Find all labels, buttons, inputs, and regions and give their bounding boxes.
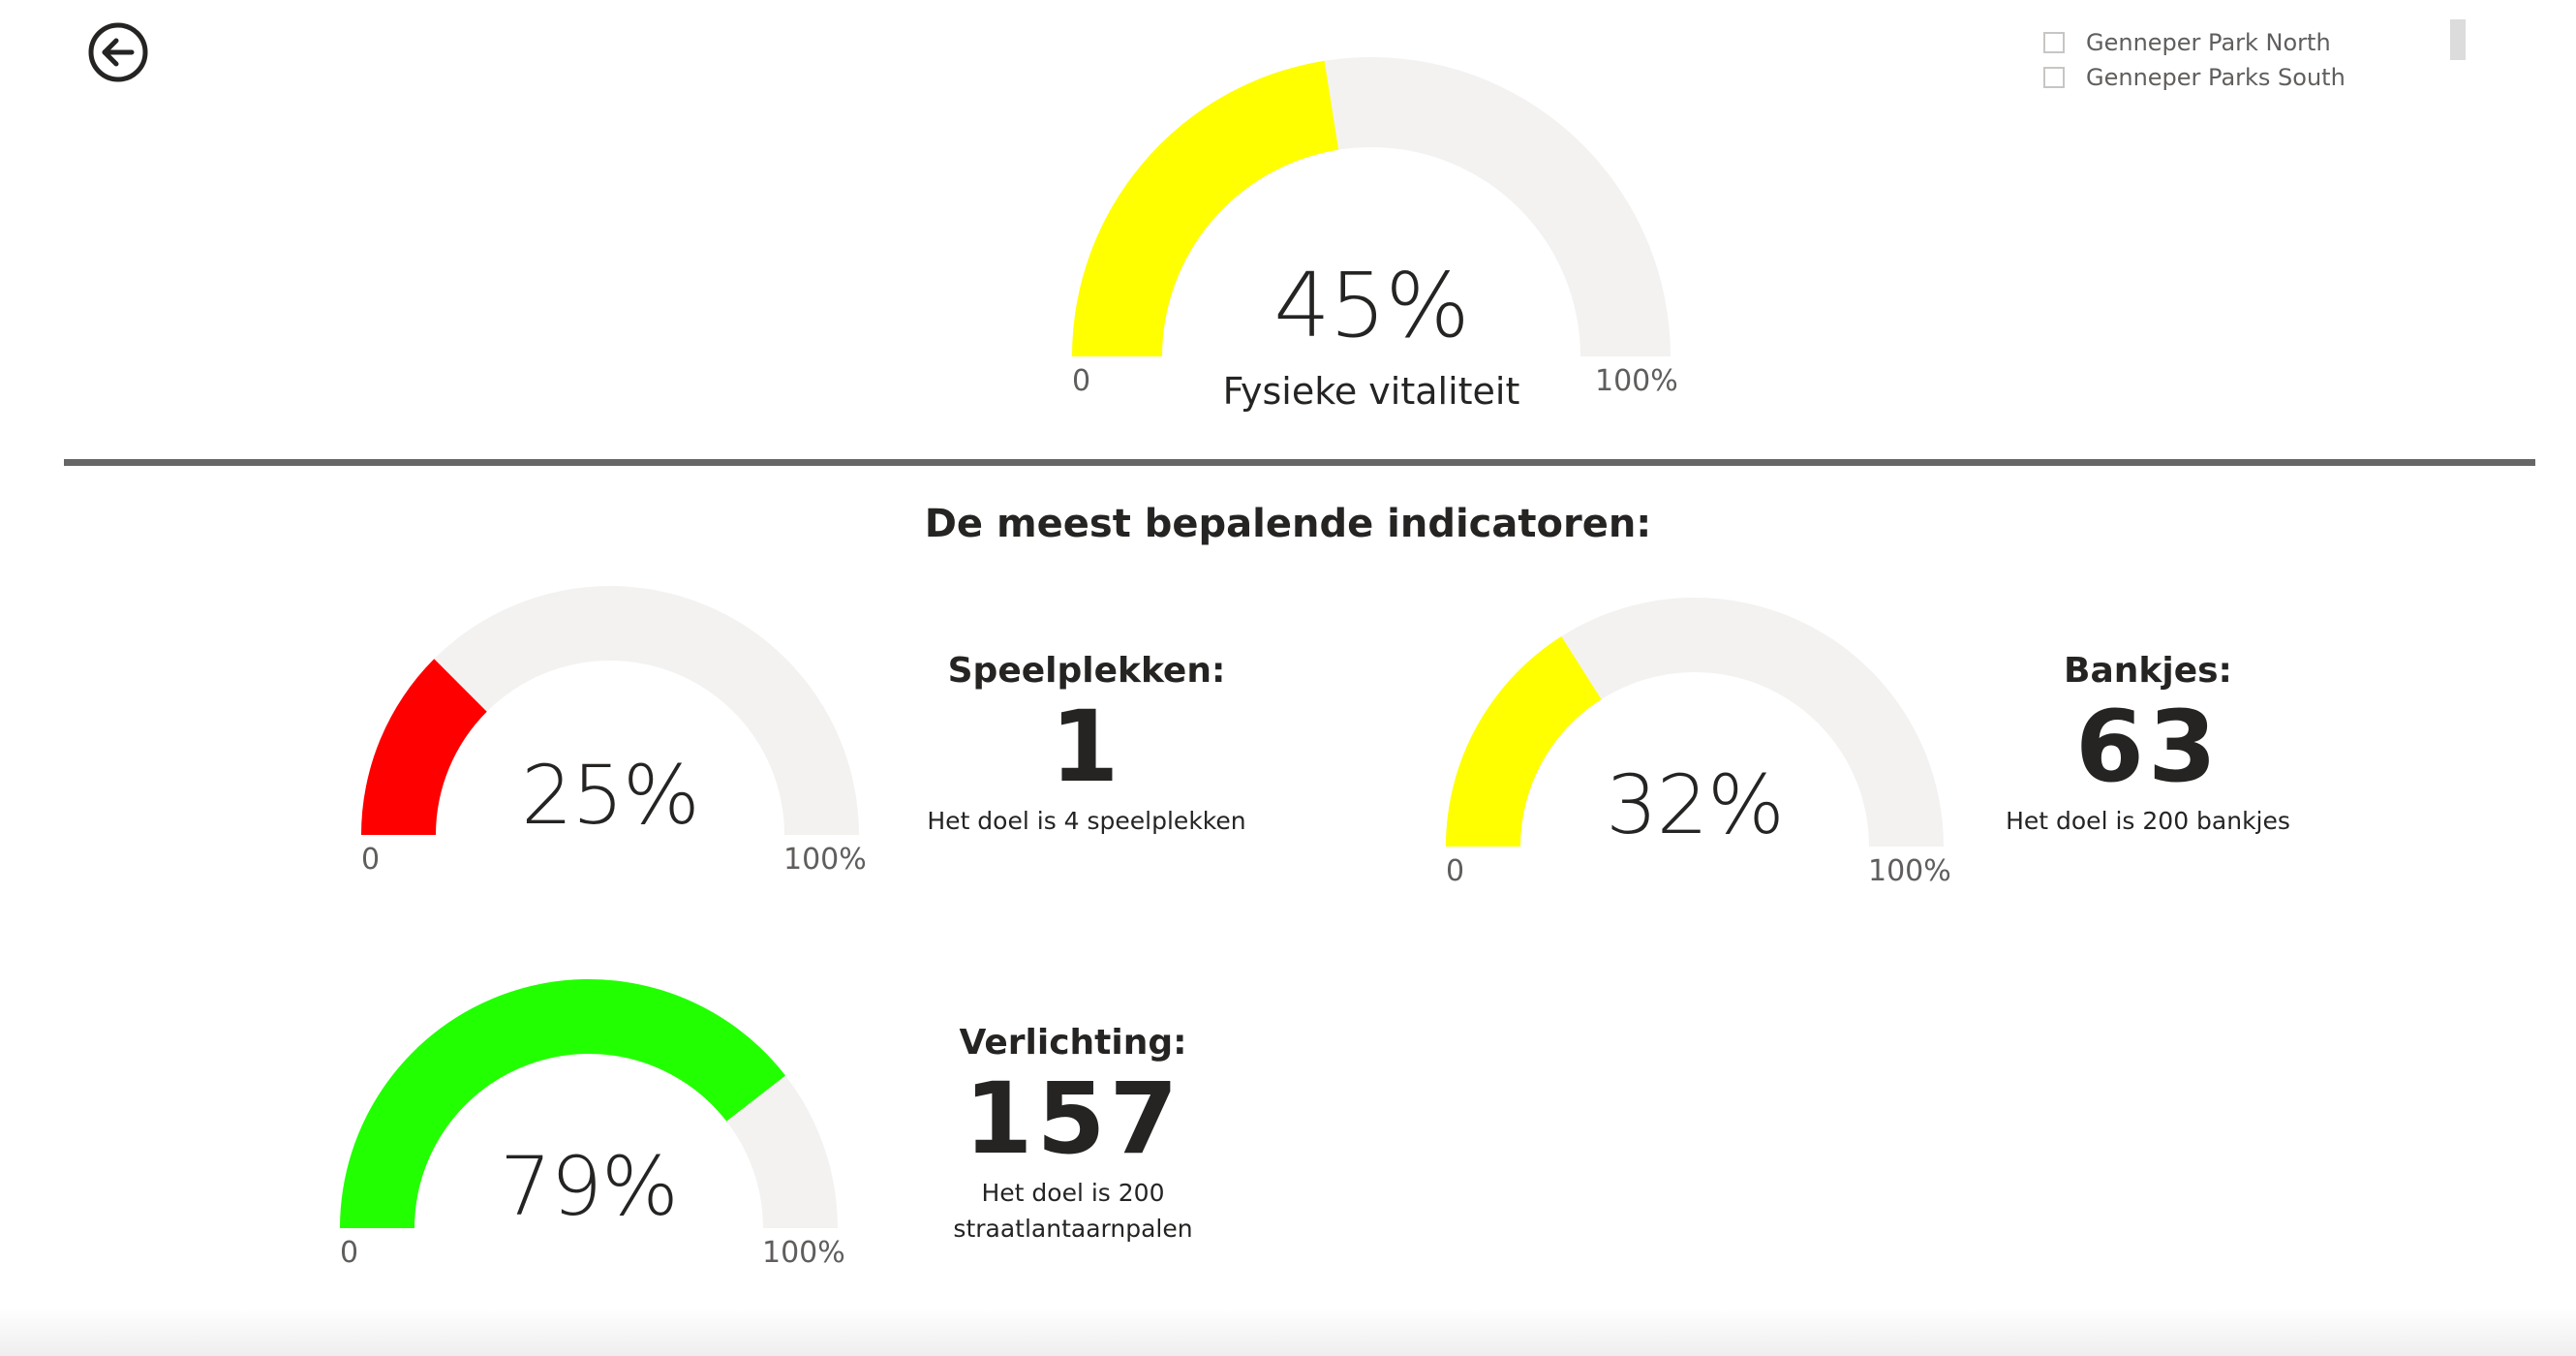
- gauge-value: 79%: [500, 1139, 679, 1234]
- card-title: Verlichting:: [959, 1023, 1187, 1063]
- park-slicer: Genneper Park North Genneper Parks South: [2043, 25, 2346, 95]
- section-title: De meest bepalende indicatoren:: [924, 502, 1652, 546]
- gauge-max-label: 100%: [762, 1236, 845, 1270]
- card-value: 1: [1050, 690, 1123, 805]
- bankjes-card: Bankjes: 63 Het doel is 200 bankjes: [2006, 651, 2290, 840]
- slicer-item-genneper-park-north[interactable]: Genneper Park North: [2043, 25, 2346, 60]
- gauge-fill: [1446, 636, 1602, 847]
- gauge-min-label: 0: [1446, 854, 1465, 888]
- gauge-fill: [340, 979, 786, 1228]
- card-goal: Het doel is 200 bankjes: [2006, 807, 2290, 836]
- divider: [64, 459, 2535, 466]
- card-goal-line1: Het doel is 200: [981, 1179, 1165, 1208]
- card-goal-line2: straatlantaarnpalen: [953, 1214, 1193, 1243]
- gauge-track: [361, 586, 859, 835]
- gauge-title: Fysieke vitaliteit: [1222, 370, 1520, 413]
- bottom-edge: [0, 1308, 2576, 1356]
- gauge-max-label: 100%: [783, 843, 867, 877]
- gauge-min-label: 0: [361, 843, 381, 877]
- verlichting-card: Verlichting: 157 Het doel is 200 straatl…: [953, 1023, 1192, 1247]
- checkbox[interactable]: [2043, 67, 2065, 88]
- gauge-max-label: 100%: [1868, 854, 1951, 888]
- speelplekken-card: Speelplekken: 1 Het doel is 4 speelplekk…: [927, 651, 1245, 840]
- slicer-item-label: Genneper Park North: [2086, 29, 2331, 56]
- gauge-fill: [1072, 60, 1339, 357]
- gauge-value: 25%: [521, 748, 700, 843]
- gauge-fill: [361, 659, 487, 835]
- card-title: Speelplekken:: [947, 651, 1226, 691]
- card-goal: Het doel is 4 speelplekken: [927, 807, 1246, 836]
- card-value: 157: [964, 1062, 1182, 1177]
- card-title: Bankjes:: [2064, 651, 2232, 691]
- arrow-left-circle-icon: [88, 22, 148, 82]
- gauge-min-label: 0: [340, 1236, 359, 1270]
- slicer-item-label: Genneper Parks South: [2086, 64, 2346, 91]
- gauge-value: 32%: [1606, 757, 1785, 852]
- card-value: 63: [2075, 690, 2221, 805]
- slicer-scrollbar[interactable]: [2450, 19, 2466, 60]
- slicer-item-genneper-parks-south[interactable]: Genneper Parks South: [2043, 60, 2346, 95]
- gauge-value: 45%: [1273, 254, 1469, 357]
- gauge-max-label: 100%: [1595, 364, 1678, 398]
- gauge-min-label: 0: [1072, 364, 1091, 398]
- back-button[interactable]: [83, 17, 153, 87]
- checkbox[interactable]: [2043, 32, 2065, 53]
